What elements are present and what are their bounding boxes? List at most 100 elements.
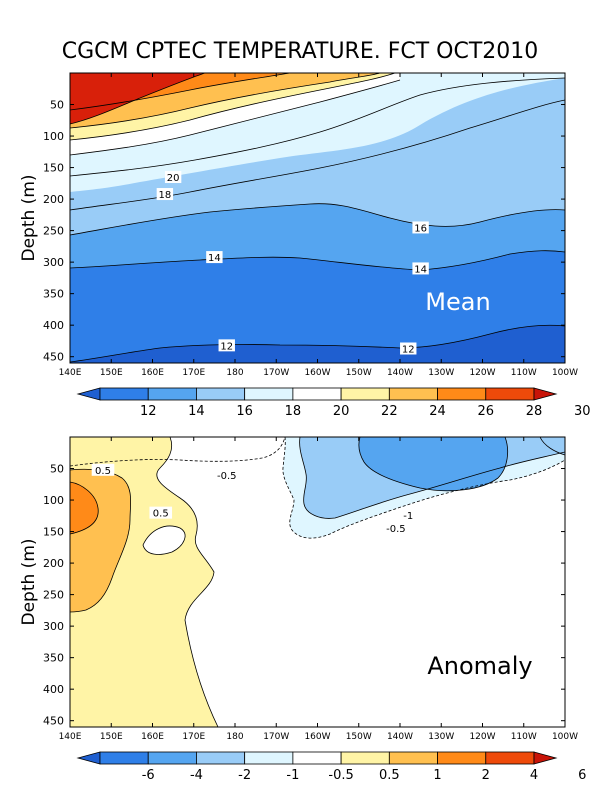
y-tick-label: 100: [43, 494, 64, 507]
colorbar-swatch: [292, 387, 342, 401]
colorbar-label: 6: [578, 768, 586, 783]
colorbar-label: -1: [286, 768, 299, 783]
mean-contour-line: [70, 203, 565, 236]
anomaly-contour-line: [70, 468, 132, 613]
x-tick-label: 140W: [387, 732, 413, 742]
anomaly-contour-lines: [70, 437, 565, 727]
anomaly-contour-labels: 0.5 -0.5 0.5 -1 -0.5: [91, 463, 417, 535]
mean-y-axis-label: Depth (m): [19, 174, 39, 261]
colorbar-label: 1: [433, 768, 441, 783]
colorbar-label: 22: [381, 404, 398, 419]
anomaly-white-bubble: [143, 525, 186, 555]
contour-label-bg: [212, 468, 242, 481]
x-tick-label: 150W: [346, 368, 372, 378]
x-tick-label: 160W: [304, 368, 330, 378]
colorbar-min-arrow: [76, 387, 101, 401]
contour-label-bg: [218, 339, 235, 352]
chart-title: CGCM CPTEC TEMPERATURE. FCT OCT2010: [62, 39, 539, 64]
y-tick-label: 50: [50, 463, 64, 476]
colorbar-label: 30: [574, 404, 591, 419]
contour-label: 0.5: [95, 466, 111, 477]
x-tick-label: 140E: [59, 368, 82, 378]
x-tick-label: 120W: [469, 732, 495, 742]
anomaly-y-axis: 50 100 150 200 250 300 350 400 450: [43, 463, 565, 728]
x-tick-label: 140W: [387, 368, 413, 378]
x-tick-label: 120W: [469, 368, 495, 378]
colorbar-min-arrow: [76, 751, 101, 765]
anomaly-contour-line: [539, 437, 565, 456]
mean-contour-line: [70, 73, 396, 141]
y-tick-label: 400: [43, 319, 64, 332]
y-tick-label: 150: [43, 162, 64, 175]
mean-contour-labels: 20 18 16 14 14 12 12: [156, 171, 429, 356]
x-tick-label: 100W: [552, 732, 578, 742]
colorbar-swatch: [99, 387, 149, 401]
mean-band-28-plus: [70, 73, 205, 124]
anomaly-contour-line: [282, 437, 565, 539]
colorbar-swatch: [437, 751, 487, 765]
y-tick-label: 50: [50, 99, 64, 112]
mean-contour-line: [70, 79, 401, 156]
colorbar-label: 4: [530, 768, 538, 783]
contour-label: 16: [414, 223, 427, 234]
mean-contour-line: [70, 324, 565, 363]
y-tick-label: 450: [43, 351, 64, 364]
mean-colorbar: 12 14 16 18 20 22 24 26 28 30: [76, 387, 591, 419]
colorbar-swatch: [340, 387, 390, 401]
colorbar-label: -6: [142, 768, 155, 783]
y-tick-label: 200: [43, 557, 64, 570]
anomaly-contour-line: [299, 437, 565, 519]
x-tick-label: 130W: [428, 732, 454, 742]
mean-contour-line: [70, 73, 206, 125]
anomaly-band-neg2-neg4: [358, 437, 508, 491]
contour-label: 12: [402, 345, 415, 356]
contour-label-bg: [400, 509, 417, 522]
colorbar-label: -0.5: [328, 768, 353, 783]
y-tick-label: 350: [43, 288, 64, 301]
colorbar-label: -2: [238, 768, 251, 783]
anomaly-panel-label: Anomaly: [427, 652, 532, 680]
contour-label: 18: [159, 190, 172, 201]
contour-label-bg: [412, 221, 429, 234]
mean-y-axis: 50 100 150 200 250 300 350 400 450: [43, 99, 565, 364]
y-tick-label: 300: [43, 256, 64, 269]
colorbar-label: 0.5: [379, 768, 400, 783]
x-tick-label: 150E: [100, 368, 123, 378]
x-tick-label: 140E: [59, 732, 82, 742]
contour-label-bg: [164, 171, 182, 184]
x-tick-label: 160W: [304, 732, 330, 742]
colorbar-max-arrow: [533, 751, 558, 765]
mean-contour-line: [70, 250, 565, 271]
x-tick-label: 100W: [552, 368, 578, 378]
contour-label-bg: [206, 251, 223, 264]
colorbar-swatch: [485, 751, 535, 765]
mean-contour-line: [70, 99, 565, 211]
x-tick-label: 180: [226, 368, 243, 378]
x-tick-label: 110W: [511, 732, 537, 742]
mean-panel: 20 18 16 14 14 12 12 Mean Depth (m) 140E 150E 16…: [19, 72, 578, 378]
mean-band-12-14: [70, 325, 565, 363]
contour-label: 0.5: [153, 509, 169, 520]
anomaly-contour-fill: 0.5 -0.5 0.5 -1 -0.5: [70, 437, 565, 727]
y-tick-label: 100: [43, 130, 64, 143]
x-tick-label: 110W: [511, 368, 537, 378]
anomaly-contour-line: [70, 437, 286, 467]
colorbar-label: 20: [333, 404, 350, 419]
colorbar-label: 2: [482, 768, 490, 783]
colorbar-label: 24: [429, 404, 446, 419]
anomaly-contour-line: [358, 437, 509, 492]
x-tick-label: 180: [226, 732, 243, 742]
contour-label: -0.5: [217, 471, 237, 482]
colorbar-swatch: [388, 387, 438, 401]
colorbar-label: 16: [236, 404, 253, 419]
anomaly-band-east: [540, 437, 565, 455]
colorbar-swatch: [485, 387, 535, 401]
contour-label: 14: [208, 253, 221, 264]
colorbar-swatch: [196, 387, 246, 401]
y-tick-label: 250: [43, 225, 64, 238]
y-tick-label: 450: [43, 715, 64, 728]
x-tick-label: 160E: [141, 368, 164, 378]
anomaly-contour-line: [142, 525, 186, 555]
colorbar-label: 18: [285, 404, 302, 419]
